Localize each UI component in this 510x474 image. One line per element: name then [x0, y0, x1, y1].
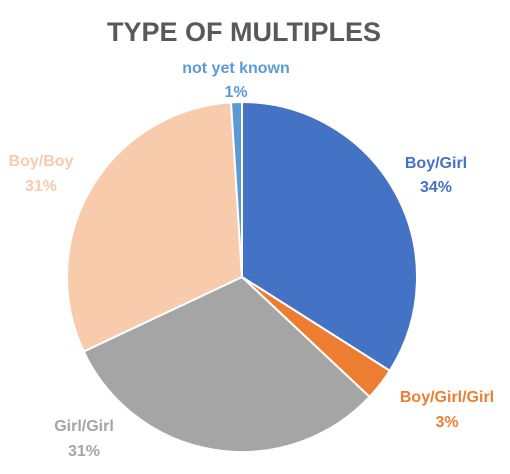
data-label-name: Boy/Girl/Girl — [400, 389, 494, 406]
pie-slice-not-yet-known — [229, 100, 243, 278]
pie-slice-girl-girl — [82, 275, 371, 453]
data-label-percent: 31% — [68, 443, 100, 460]
data-label-name: Girl/Girl — [54, 418, 114, 435]
pie-slice-boy-boy — [66, 101, 244, 353]
data-label-name: not yet known — [182, 60, 290, 77]
data-label-name: Boy/Boy — [9, 153, 74, 170]
data-label-percent: 3% — [435, 414, 458, 431]
data-label-percent: 1% — [224, 84, 247, 101]
data-label-percent: 34% — [420, 179, 452, 196]
pie-labels: Boy/Girl 34% Boy/Girl/Girl 3% Girl/Girl 31% Bo… — [9, 60, 495, 460]
pie-slice-boy-girl — [241, 100, 419, 373]
data-label-percent: 31% — [25, 178, 57, 195]
chart-title: TYPE OF MULTIPLES — [107, 17, 381, 47]
pie-slices — [66, 100, 419, 453]
data-label-name: Boy/Girl — [405, 155, 467, 172]
